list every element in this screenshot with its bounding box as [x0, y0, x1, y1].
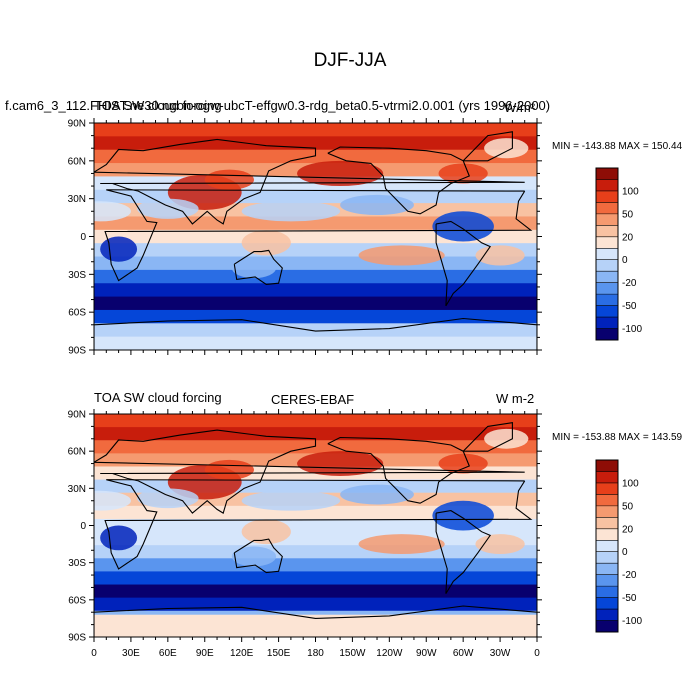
- panel2-center-title: CERES-EBAF: [271, 392, 355, 407]
- panel2-units: W m-2: [496, 391, 535, 406]
- colorbar-swatch: [596, 225, 618, 238]
- lat-tick-label: 30N: [68, 484, 86, 495]
- colorbar-swatch: [596, 202, 618, 215]
- colorbar-swatch: [596, 168, 618, 180]
- colorbar-swatch: [596, 305, 618, 318]
- figure-title: DJF-JJA: [313, 50, 387, 71]
- colorbar-swatch: [596, 494, 618, 507]
- lat-tick-label: 0: [80, 232, 86, 243]
- colorbar-swatch: [596, 517, 618, 530]
- panel2-minmax: MIN = -153.88 MAX = 143.59: [552, 432, 683, 443]
- colorbar-swatch: [596, 460, 618, 472]
- colorbar-swatch: [596, 609, 618, 621]
- colorbar-swatch: [596, 179, 618, 192]
- colorbar-swatch: [596, 248, 618, 261]
- colorbar-swatch: [596, 259, 618, 272]
- colorbar-label: 0: [622, 547, 628, 558]
- panel1-overlap-title: TOA SW cloud forcing: [94, 98, 222, 113]
- lat-tick-label: 60S: [68, 595, 86, 606]
- colorbar-label: -50: [622, 301, 637, 312]
- colorbar-label: -50: [622, 593, 637, 604]
- lat-tick-label: 60S: [68, 308, 86, 319]
- panel1-colorbar: 100 50 20 0 -20 -50 -100: [595, 167, 642, 341]
- colorbar-swatch: [596, 528, 618, 541]
- colorbar-label: -20: [622, 570, 637, 581]
- lat-tick-label: 30N: [68, 194, 86, 205]
- panel2-left-title: TOA SW cloud forcing: [94, 390, 222, 405]
- colorbar-label: 0: [622, 255, 628, 266]
- lat-tick-label: 0: [80, 521, 86, 532]
- colorbar-swatch: [596, 294, 618, 306]
- lon-tick-label: 90W: [416, 648, 437, 656]
- colorbar-swatch: [596, 551, 618, 564]
- panel2-colorbar: 100 50 20 0 -20 -50 -100: [595, 459, 642, 633]
- lat-tick-label: 90S: [68, 633, 86, 644]
- panel2-map: 90N 60N 30N 0 30S 60S 90S 0 30E 60E 90E 120E 150E 180…: [68, 409, 542, 656]
- lat-tick-label: 90N: [68, 410, 86, 421]
- lon-tick-label: 60W: [453, 648, 474, 656]
- colorbar-swatch: [596, 317, 618, 329]
- lat-tick-label: 90N: [68, 119, 86, 130]
- panel1-units: W/m²: [504, 100, 536, 115]
- colorbar-label: 20: [622, 524, 634, 535]
- lat-tick-label: 30S: [68, 558, 86, 569]
- lon-tick-label: 30W: [490, 648, 511, 656]
- colorbar-swatch: [596, 190, 618, 203]
- lon-tick-label: 180: [307, 648, 324, 656]
- lon-tick-label: 120W: [376, 648, 403, 656]
- lon-tick-label: 60E: [159, 648, 177, 656]
- panel1-map: 90N60N30N030S60S90S030E60E90E120E150E180…: [68, 118, 542, 357]
- lon-tick-label: 0: [534, 648, 540, 656]
- lat-tick-label: 90S: [68, 346, 86, 357]
- colorbar-swatch: [596, 563, 618, 575]
- colorbar-swatch: [596, 597, 618, 610]
- lon-tick-label: 120E: [230, 648, 254, 656]
- colorbar-label: 50: [622, 209, 634, 220]
- colorbar-swatch: [596, 574, 618, 587]
- lon-tick-label: 30E: [122, 648, 140, 656]
- panel1-minmax: MIN = -143.88 MAX = 150.44: [552, 141, 683, 152]
- colorbar-label: 100: [622, 478, 639, 489]
- colorbar-label: -100: [622, 324, 642, 335]
- colorbar-swatch: [596, 540, 618, 553]
- colorbar-label: -100: [622, 616, 642, 627]
- colorbar-label: -20: [622, 278, 637, 289]
- lat-tick-label: 60N: [68, 156, 86, 167]
- colorbar-label: 50: [622, 501, 634, 512]
- lat-tick-label: 30S: [68, 270, 86, 281]
- lon-tick-label: 0: [91, 648, 97, 656]
- colorbar-label: 20: [622, 232, 634, 243]
- colorbar-swatch: [596, 471, 618, 484]
- lon-tick-label: 150W: [339, 648, 366, 656]
- colorbar-swatch: [596, 586, 618, 598]
- colorbar-swatch: [596, 482, 618, 495]
- colorbar-swatch: [596, 328, 618, 341]
- lat-tick-label: 60N: [68, 447, 86, 458]
- lon-tick-label: 90E: [196, 648, 214, 656]
- colorbar-swatch: [596, 620, 618, 633]
- colorbar-swatch: [596, 505, 618, 518]
- colorbar-swatch: [596, 213, 618, 226]
- colorbar-swatch: [596, 282, 618, 295]
- panel1-left-title: f.cam6_3_112.FHIST.ne30.ngon-ogw-ubcT-ef…: [5, 98, 551, 113]
- colorbar-swatch: [596, 236, 618, 249]
- colorbar-label: 100: [622, 186, 639, 197]
- lon-tick-label: 150E: [267, 648, 291, 656]
- colorbar-swatch: [596, 271, 618, 283]
